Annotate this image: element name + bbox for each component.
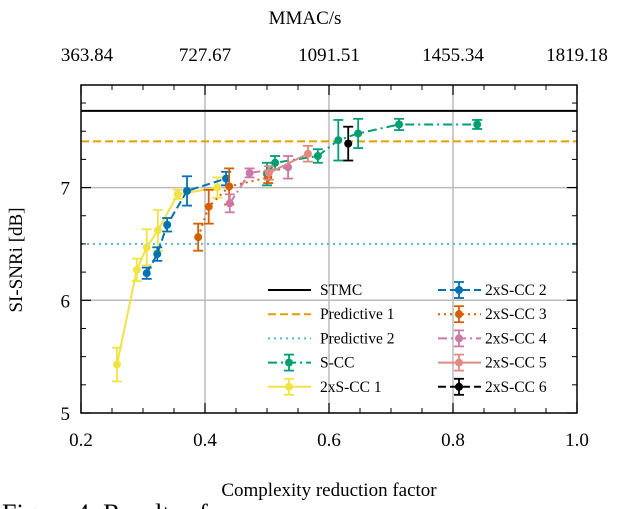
- legend-marker: [455, 334, 463, 343]
- data-point: [395, 120, 404, 129]
- series-2xs-cc-6: [343, 125, 354, 162]
- legend-item-2xs-cc-1: 2xS-CC 1: [268, 377, 382, 396]
- legend-item-2xs-cc-5: 2xS-CC 5: [438, 353, 547, 372]
- x-tick-label: 0.2: [69, 430, 93, 451]
- legend-label: 2xS-CC 3: [485, 306, 547, 323]
- legend-item-2xs-cc-3: 2xS-CC 3: [438, 305, 547, 323]
- legend-item-2xs-cc-2: 2xS-CC 2: [438, 281, 547, 299]
- legend: STMC Predictive 1 Predictive 2 S-CC 2xS-CC 1…: [268, 281, 547, 396]
- legend-label: S-CC: [320, 355, 354, 372]
- data-point: [183, 186, 192, 195]
- legend-item-2xs-cc-6: 2xS-CC 6: [438, 377, 547, 396]
- data-point: [213, 183, 222, 192]
- legend-item-predictive-2: Predictive 2: [268, 330, 394, 347]
- legend-marker: [455, 286, 463, 294]
- data-point: [132, 265, 141, 274]
- legend-marker: [455, 310, 463, 319]
- top-tick-label: 1091.51: [298, 45, 360, 66]
- data-point: [303, 149, 312, 158]
- legend-item-2xs-cc-4: 2xS-CC 4: [438, 329, 547, 347]
- data-point: [344, 139, 353, 148]
- legend-label: 2xS-CC 2: [485, 282, 547, 299]
- y-tick-label: 6: [61, 291, 71, 312]
- legend-label: 2xS-CC 5: [485, 355, 547, 372]
- legend-marker: [455, 382, 463, 391]
- x-tick-label: 0.4: [193, 430, 217, 451]
- legend-marker: [455, 358, 463, 367]
- series-line-2xs-cc-5: [268, 152, 309, 174]
- x-axis-label: Complexity reduction factor: [221, 480, 437, 501]
- top-tick-label: 1819.18: [546, 45, 608, 66]
- data-point: [264, 168, 273, 177]
- data-point: [194, 233, 203, 242]
- legend-item-predictive-1: Predictive 1: [268, 306, 394, 323]
- y-tick-label: 7: [61, 179, 71, 200]
- data-point: [204, 202, 213, 211]
- legend-label: 2xS-CC 6: [485, 379, 547, 396]
- top-tick-label: 727.67: [179, 45, 231, 66]
- data-point: [153, 250, 162, 259]
- top-axis-label: MMAC/s: [269, 8, 342, 29]
- legend-label: 2xS-CC 1: [320, 379, 382, 396]
- data-point: [112, 360, 121, 369]
- data-point: [142, 269, 151, 278]
- series-layer: [81, 109, 577, 383]
- data-point: [313, 152, 322, 161]
- legend-label: Predictive 1: [320, 306, 394, 323]
- data-point: [271, 158, 280, 167]
- figure-caption: Figure 4: Results of: [2, 499, 208, 509]
- legend-item-stmc: STMC: [268, 282, 362, 299]
- data-point: [473, 120, 482, 129]
- series-line-2xs-cc-4: [228, 166, 289, 204]
- legend-label: Predictive 2: [320, 330, 394, 347]
- data-point: [354, 129, 363, 138]
- y-tick-label: 5: [61, 404, 71, 425]
- legend-marker: [285, 358, 293, 367]
- data-point: [153, 226, 162, 235]
- grid: [81, 85, 577, 413]
- y-axis-label: SI-SNRi [dB]: [6, 207, 27, 312]
- series-line-s-cc: [266, 123, 478, 175]
- legend-item-s-cc: S-CC: [268, 353, 354, 372]
- top-tick-label: 1455.34: [422, 45, 484, 66]
- data-point: [225, 182, 234, 191]
- legend-label: STMC: [320, 282, 362, 299]
- x-tick-label: 1.0: [565, 430, 589, 451]
- data-point: [245, 168, 254, 177]
- data-point: [334, 136, 343, 145]
- series-s-cc: [262, 117, 483, 187]
- data-point: [225, 199, 234, 208]
- series-line-2xs-cc-1: [115, 186, 218, 365]
- data-point: [142, 243, 151, 252]
- x-tick-label: 0.8: [441, 430, 465, 451]
- ticks: 0.2 363.84 0.4 727.67 0.6 1091.51 0.8 1455.34 1.…: [61, 45, 608, 451]
- x-tick-label: 0.6: [317, 430, 341, 451]
- top-tick-label: 363.84: [61, 45, 114, 66]
- data-point: [163, 220, 172, 229]
- series-2xs-cc-2: [141, 170, 232, 280]
- legend-label: 2xS-CC 4: [485, 330, 547, 347]
- data-point: [173, 190, 182, 199]
- series-2xs-cc-5: [263, 144, 313, 181]
- legend-marker: [285, 382, 293, 391]
- data-point: [222, 174, 231, 183]
